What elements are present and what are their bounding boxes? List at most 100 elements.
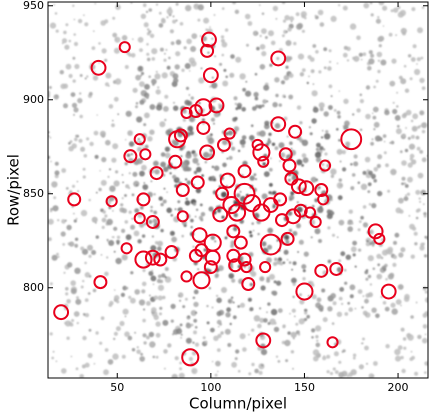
star (148, 271, 154, 276)
star (155, 321, 161, 327)
star (52, 205, 59, 212)
star (182, 109, 187, 114)
star (364, 298, 369, 304)
star (253, 315, 261, 322)
star (74, 267, 81, 274)
y-tick-label: 850 (23, 187, 44, 200)
star (227, 343, 232, 347)
star (180, 333, 183, 336)
star (352, 356, 356, 360)
star (48, 86, 52, 89)
star (192, 245, 195, 248)
star (421, 6, 425, 9)
x-tick-label: 50 (110, 381, 124, 394)
star (392, 101, 395, 104)
star (340, 302, 344, 306)
star (393, 240, 397, 245)
star (142, 318, 146, 323)
star (194, 342, 200, 347)
star (269, 183, 273, 187)
star (166, 207, 172, 214)
star (253, 91, 259, 98)
star (368, 170, 373, 176)
source-marker (314, 183, 329, 197)
star (361, 342, 363, 345)
markers (53, 31, 397, 367)
star (161, 72, 168, 79)
star (189, 130, 194, 136)
star (365, 362, 369, 365)
star (51, 181, 58, 188)
star (417, 27, 423, 34)
star (385, 248, 391, 254)
x-tick-label: 200 (388, 381, 409, 394)
star (261, 241, 267, 247)
star (166, 8, 173, 15)
star (312, 83, 315, 85)
star (258, 4, 261, 7)
star (268, 30, 274, 37)
star (74, 137, 78, 142)
star (423, 214, 427, 218)
star (153, 210, 158, 215)
star (268, 138, 270, 141)
star (250, 124, 254, 127)
star (65, 287, 69, 291)
star (267, 322, 271, 325)
star (320, 136, 324, 139)
star (57, 219, 60, 222)
star (237, 369, 241, 373)
star (318, 70, 322, 74)
star (249, 234, 253, 238)
star (291, 308, 296, 313)
star (261, 193, 268, 200)
source-marker (200, 43, 215, 58)
star (158, 196, 163, 201)
star (218, 103, 221, 106)
star (367, 274, 372, 279)
star (190, 218, 194, 223)
star (422, 203, 425, 206)
star (216, 370, 219, 373)
source-marker (90, 59, 107, 76)
star (88, 254, 92, 258)
star (187, 125, 194, 132)
star (267, 302, 271, 306)
star (167, 343, 172, 348)
star (163, 349, 168, 354)
star (258, 104, 262, 109)
star (390, 168, 397, 176)
star (73, 212, 75, 215)
star (162, 319, 169, 326)
star (78, 138, 83, 143)
star (292, 261, 297, 266)
star (220, 35, 225, 39)
star (278, 142, 285, 149)
star (266, 278, 271, 283)
source-marker (164, 245, 179, 260)
star (309, 132, 313, 136)
star (93, 362, 96, 365)
star (245, 80, 248, 83)
star (50, 160, 52, 163)
star (377, 263, 381, 267)
x-axis-label: Column/pixel (189, 395, 287, 413)
source-marker (153, 252, 168, 267)
star (127, 130, 133, 136)
source-marker (175, 183, 190, 197)
star (61, 219, 66, 224)
star (390, 140, 395, 145)
star (124, 315, 127, 318)
star (115, 257, 122, 265)
star (377, 59, 381, 62)
star (124, 162, 128, 166)
star (86, 75, 89, 78)
star (84, 77, 87, 80)
star (211, 76, 214, 79)
star (262, 99, 267, 104)
star (407, 162, 413, 168)
star (424, 297, 428, 303)
star (100, 179, 107, 186)
star (285, 30, 288, 33)
